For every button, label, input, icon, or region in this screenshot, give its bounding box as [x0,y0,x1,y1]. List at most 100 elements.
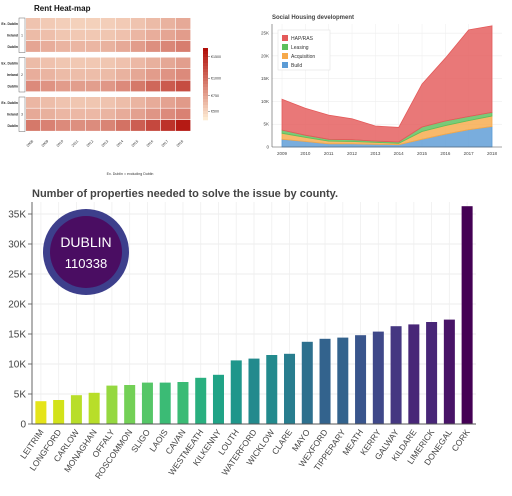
heatmap-cell [161,69,176,80]
heatmap-cell [26,18,41,29]
county-bar-kildare [408,324,420,424]
heatmap-cell [71,57,86,69]
heatmap-side-label: 1 [21,33,23,37]
heatmap-title: Rent Heat-map [34,4,91,13]
stack-legend-swatch [282,35,288,41]
heatmap-cell [101,29,116,41]
heatmap-row-label: Ex. Dublin [1,61,18,65]
heatmap-year-tick: 2015 [131,139,139,147]
heatmap-cell [56,57,71,69]
colorbar-segment [203,60,208,64]
heatmap-cell [86,120,101,131]
colorbar-segment [203,72,208,76]
county-xtick-label: SLIGO [129,427,152,454]
heatmap-cell [86,97,101,108]
heatmap-row-label: Ex. Dublin [1,101,18,105]
heatmap-cell [131,120,146,131]
heatmap-year-tick: 2018 [176,139,184,147]
colorbar-segment [203,96,208,100]
heatmap-cell [86,41,101,52]
heatmap-cell [161,120,176,131]
heatmap-panel: Rent Heat-map Ex. Dublin Ireland Dublin Ex.… [0,0,235,178]
heatmap-cell [41,18,56,29]
stack-ytick-label: 20K [261,53,269,58]
heatmap-cell [26,69,41,80]
heatmap-row-label: Ireland [7,73,18,77]
heatmap-side-label: 3 [21,112,23,116]
county-title: Number of properties needed to solve the… [32,188,338,200]
heatmap-cell [101,41,116,52]
stack-legend-swatch [282,44,288,50]
heatmap-year-tick: 2017 [161,139,169,147]
heatmap-cell [101,57,116,69]
heatmap-cell [131,80,146,92]
heatmap-cell [86,57,101,69]
county-bar-kerry [372,331,384,424]
heatmap-cell [71,29,86,41]
county-bar-wexford [319,338,331,424]
colorbar-tick-label: €1500 [211,55,221,59]
heatmap-cell [116,18,131,29]
colorbar-segment [203,90,208,94]
heatmap-cell [26,120,41,131]
dublin-badge: DUBLIN 110338 [43,209,129,295]
heatmap-cell [86,108,101,120]
heatmap-cell [41,29,56,41]
heatmap-cell [56,18,71,29]
colorbar-segment [203,81,208,85]
heatmap-row-label: Dublin [7,45,18,49]
heatmap-cell [161,41,176,52]
heatmap-cell [71,41,86,52]
heatmap-cell [26,57,41,69]
heatmap-cell [56,80,71,92]
heatmap-cell [146,18,161,29]
county-bar-kilkenny [212,374,224,424]
heatmap-row-label: Ireland [7,33,18,37]
stack-ytick-label: 10K [261,99,269,104]
stack-xtick-label: 2016 [440,151,451,156]
heatmap-cell [176,80,191,92]
badge-label: DUBLIN [60,234,111,250]
badge-fill [50,216,122,288]
heatmap-chart: Rent Heat-map Ex. Dublin Ireland Dublin Ex.… [1,4,221,176]
heatmap-cell [146,108,161,120]
heatmap-cell [26,80,41,92]
heatmap-cell [146,41,161,52]
heatmap-cell [26,41,41,52]
heatmap-cell [56,41,71,52]
heatmap-cell [41,80,56,92]
heatmap-cell [56,69,71,80]
stack-title: Social Housing development [272,15,354,21]
colorbar-segment [203,108,208,112]
county-bar-mayo [301,341,313,424]
heatmap-cell [161,80,176,92]
heatmap-cell [146,120,161,131]
heatmap-cell [176,108,191,120]
county-bar-sligo [141,382,153,424]
colorbar-segment [203,114,208,118]
colorbar-segment [203,111,208,115]
stack-ytick-label: 15K [261,76,269,81]
heatmap-cell [101,120,116,131]
heatmap-cell [116,57,131,69]
heatmap-year-tick: 2016 [146,139,154,147]
colorbar-tick-label: €500 [211,110,219,114]
heatmap-cell [71,18,86,29]
heatmap-cell [176,18,191,29]
heatmap-cell [56,120,71,131]
heatmap-cell [116,120,131,131]
county-bar-clare [284,353,296,424]
heatmap-cell [161,57,176,69]
stack-xtick-label: 2011 [324,151,334,156]
county-bar-meath [355,335,367,424]
county-ytick-label: 30K [8,240,26,251]
heatmap-row-label: Dublin [7,84,18,88]
heatmap-cell [41,108,56,120]
stack-legend-label: Acquisition [291,54,315,60]
heatmap-cell [116,97,131,108]
heatmap-cell [131,41,146,52]
heatmap-cell [86,69,101,80]
heatmap-cell [161,108,176,120]
heatmap-cell [116,80,131,92]
heatmap-cell [101,18,116,29]
